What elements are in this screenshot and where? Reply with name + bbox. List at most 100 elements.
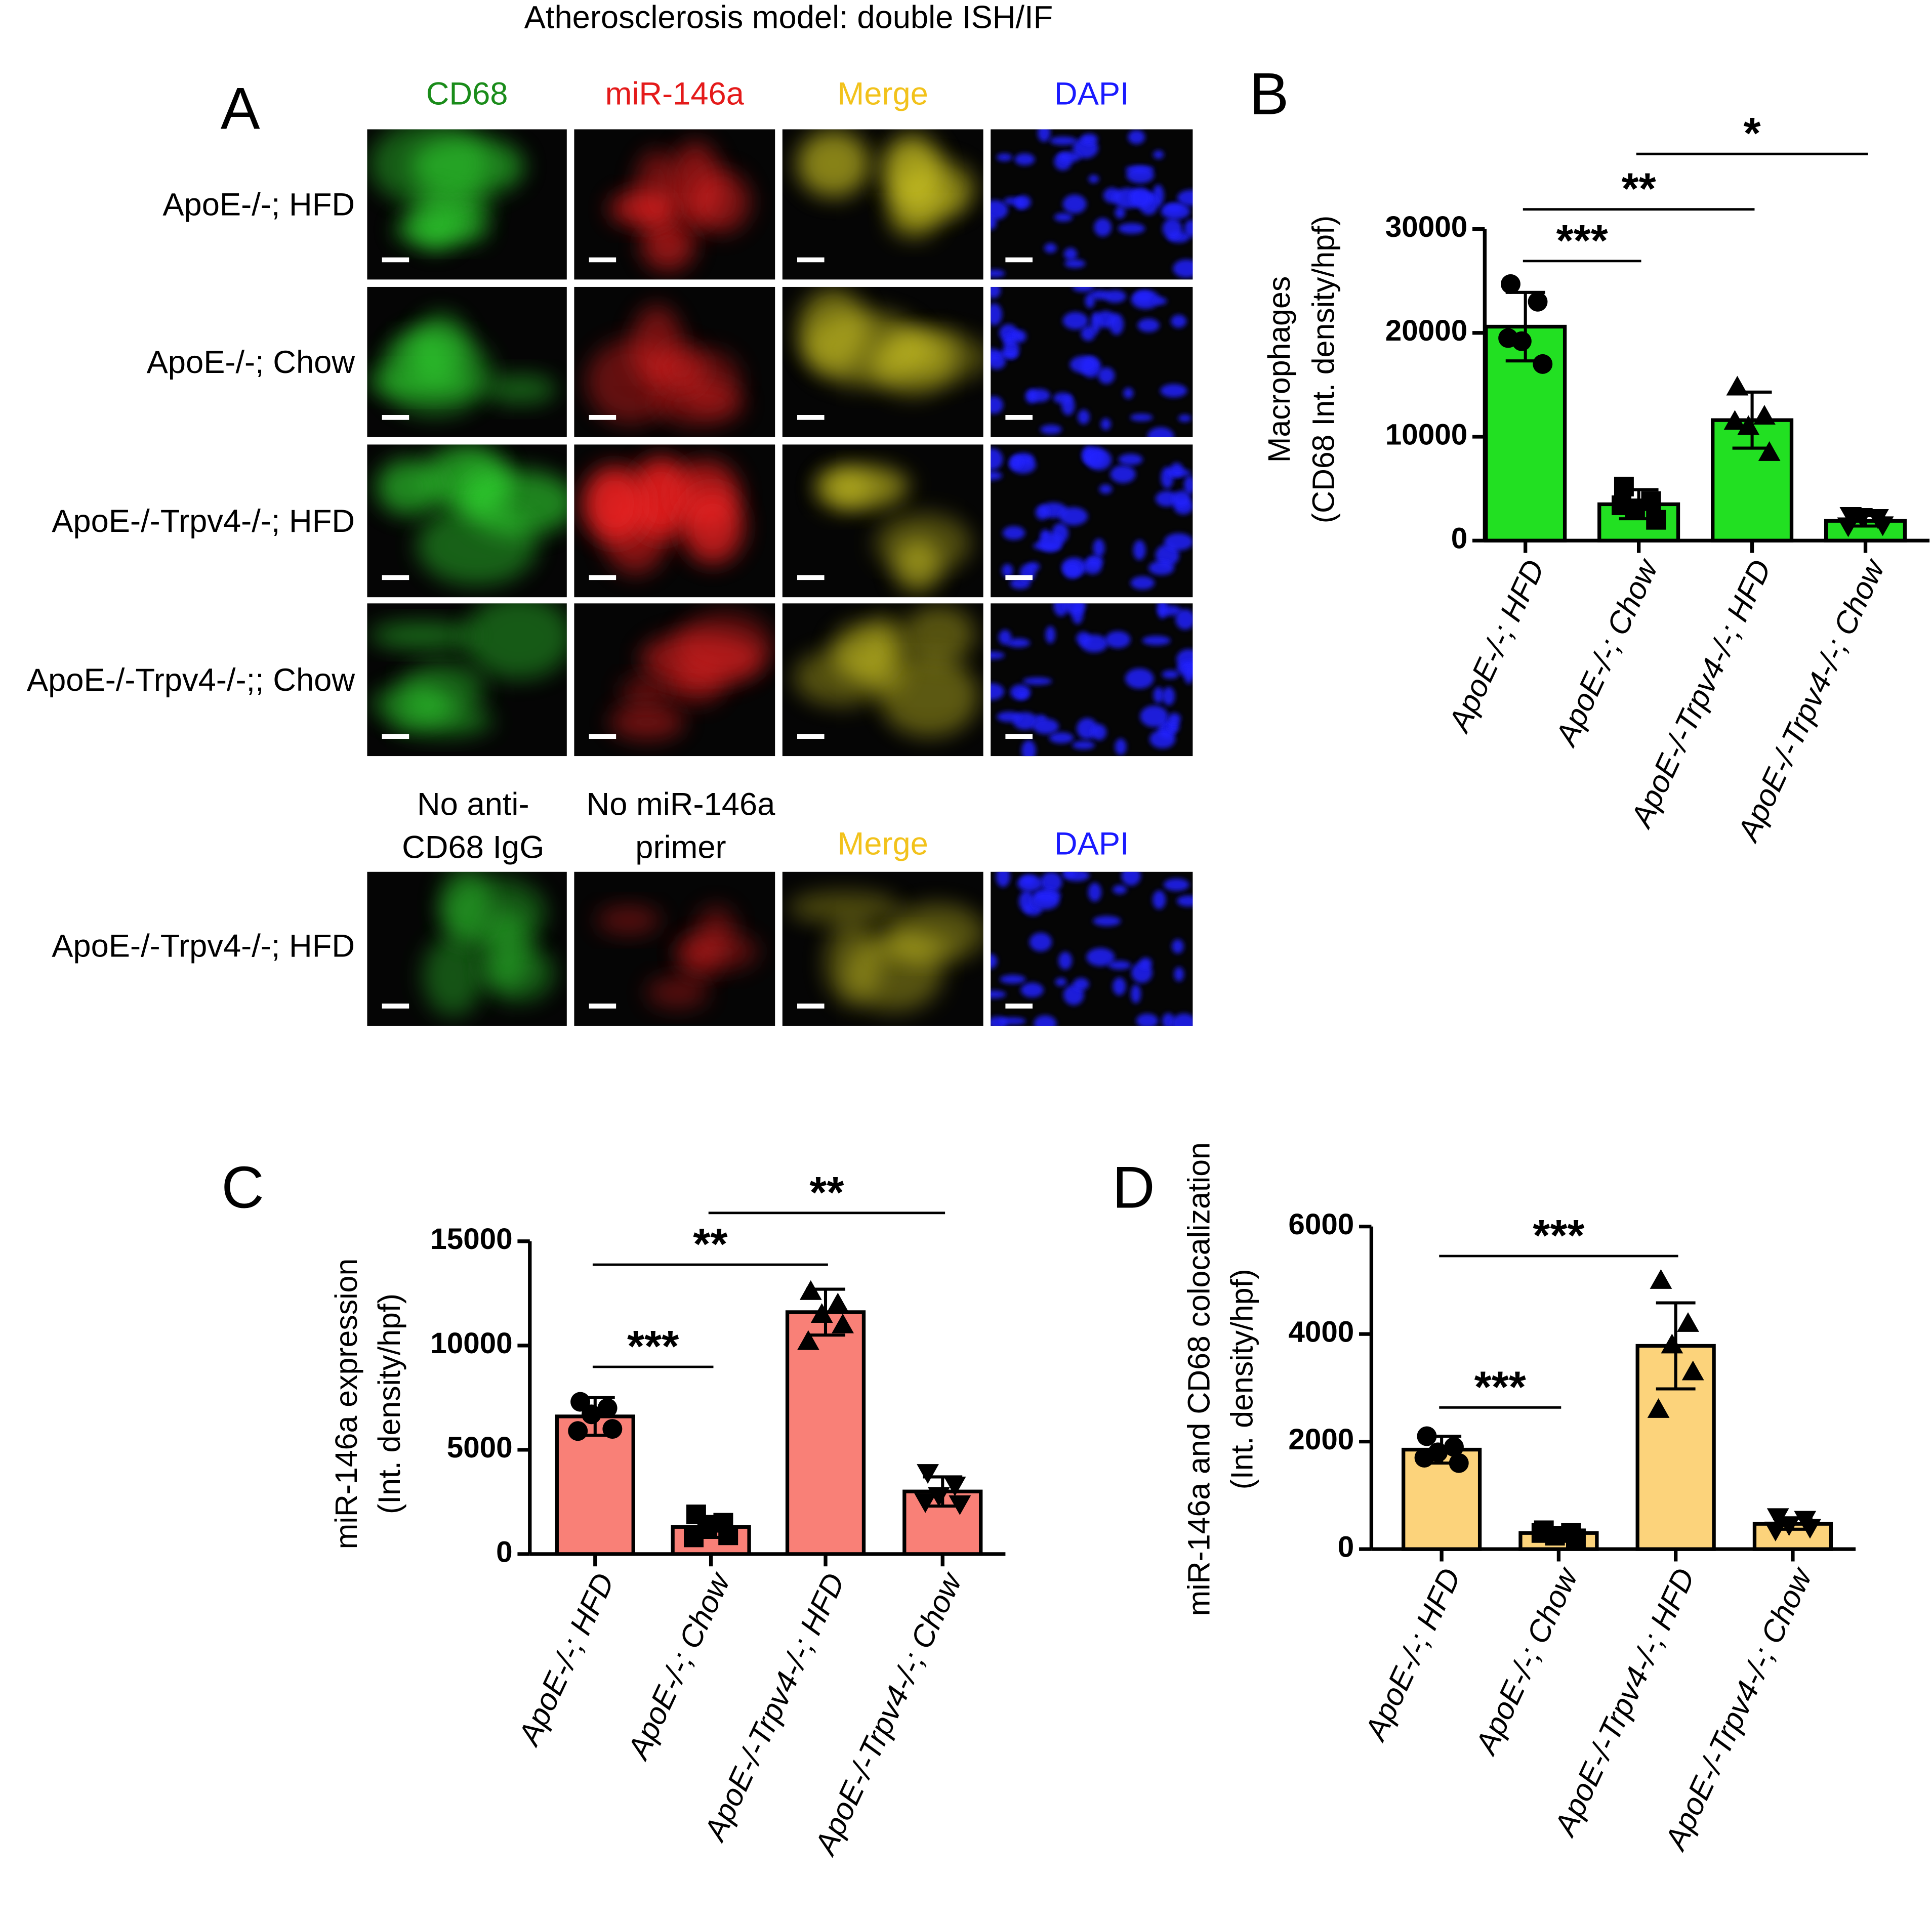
nucleus (1171, 314, 1187, 328)
micrograph-content (582, 457, 744, 574)
stain (635, 150, 679, 232)
stain (804, 311, 926, 386)
panel-label: B (1249, 61, 1289, 127)
nucleus (1000, 975, 1026, 984)
nucleus (1029, 932, 1052, 952)
nucleus (1054, 213, 1073, 222)
row-label: ApoE-/-Trpv4-/-; HFD (52, 504, 355, 539)
nucleus (1103, 289, 1126, 303)
nucleus (1045, 626, 1056, 644)
nucleus (1020, 982, 1044, 997)
data-point (1661, 1333, 1683, 1354)
nucleus (1177, 190, 1193, 206)
nucleus (1115, 738, 1127, 756)
micrograph (574, 871, 775, 1026)
y-axis-label: (Int. density/hpf) (1225, 1269, 1259, 1489)
control-column-header: No miR-146a (587, 787, 776, 822)
data-point (1851, 508, 1873, 528)
micrograph (991, 286, 1193, 437)
nucleus (991, 200, 1008, 220)
nucleus (991, 683, 1004, 700)
control-column-header: DAPI (1054, 826, 1129, 861)
nucleus (1109, 313, 1124, 335)
column-header: Merge (838, 76, 928, 112)
nucleus (1055, 978, 1067, 986)
column-header: DAPI (1054, 76, 1129, 112)
nucleus (1168, 713, 1181, 724)
stain (369, 622, 475, 649)
control-column-header: primer (635, 830, 726, 865)
nucleus (1153, 890, 1166, 909)
nucleus (1014, 153, 1035, 165)
stain (797, 130, 870, 197)
micrograph-content (376, 444, 567, 586)
micrograph-content (991, 871, 1193, 1026)
micrograph-content (798, 289, 983, 396)
nucleus (1081, 133, 1098, 145)
y-tick-label: 15000 (430, 1223, 512, 1256)
nucleus (1173, 259, 1193, 278)
panel-label: C (221, 1154, 264, 1220)
bar (785, 1310, 866, 1556)
nucleus (1139, 957, 1152, 969)
nucleus (1062, 871, 1076, 877)
significance-label: ** (1622, 164, 1657, 214)
stain (482, 909, 531, 989)
nucleus (1174, 967, 1184, 982)
micrograph (782, 286, 983, 437)
nucleus (1016, 195, 1031, 209)
y-tick-label: 0 (1338, 1531, 1354, 1564)
nucleus (1093, 915, 1121, 927)
nucleus (1031, 892, 1059, 910)
stain (681, 489, 744, 564)
nucleus (1163, 878, 1189, 891)
micrograph-content (794, 605, 979, 737)
nucleus (1162, 1013, 1175, 1026)
data-point (797, 1330, 819, 1350)
nucleus (1059, 507, 1088, 526)
row-label: ApoE-/-Trpv4-/-; HFD (52, 928, 355, 964)
panel-label: A (221, 75, 260, 142)
data-point (810, 1303, 833, 1323)
nucleus (1130, 576, 1155, 590)
nucleus (1115, 206, 1126, 219)
data-point (1444, 1437, 1464, 1457)
nucleus (1175, 609, 1193, 630)
nucleus (1100, 418, 1111, 431)
data-point (1498, 328, 1518, 348)
y-axis-label: Macrophages (1262, 276, 1296, 463)
nucleus (1091, 724, 1107, 740)
nucleus (1080, 634, 1108, 653)
nucleus (1154, 297, 1167, 305)
stain (692, 171, 750, 233)
nucleus (1085, 294, 1095, 309)
stain (788, 891, 901, 924)
nucleus (991, 396, 1003, 414)
nucleus (1019, 890, 1035, 912)
data-point (1647, 1398, 1670, 1418)
stain (675, 611, 774, 678)
nucleus (1160, 384, 1187, 398)
nucleus (1184, 475, 1193, 495)
y-tick-label: 0 (496, 1535, 512, 1568)
nucleus (1040, 871, 1062, 892)
y-tick-label: 30000 (1385, 211, 1467, 243)
y-tick-label: 10000 (1385, 418, 1467, 451)
data-point (568, 1421, 588, 1441)
nucleus (1017, 874, 1043, 892)
nucleus (1002, 526, 1025, 540)
panel-label: D (1112, 1154, 1155, 1220)
significance-label: ** (693, 1219, 728, 1269)
nucleus (1110, 465, 1136, 483)
nucleus (1148, 561, 1174, 575)
nucleus (1172, 490, 1191, 508)
nucleus (1093, 538, 1105, 557)
stain (484, 374, 557, 404)
significance-label: *** (1474, 1362, 1527, 1411)
nucleus (1022, 677, 1052, 685)
nucleus (1121, 871, 1141, 886)
data-point (799, 1280, 822, 1300)
nucleus (1006, 638, 1031, 648)
nucleus (991, 471, 1003, 480)
nucleus (1057, 151, 1081, 162)
